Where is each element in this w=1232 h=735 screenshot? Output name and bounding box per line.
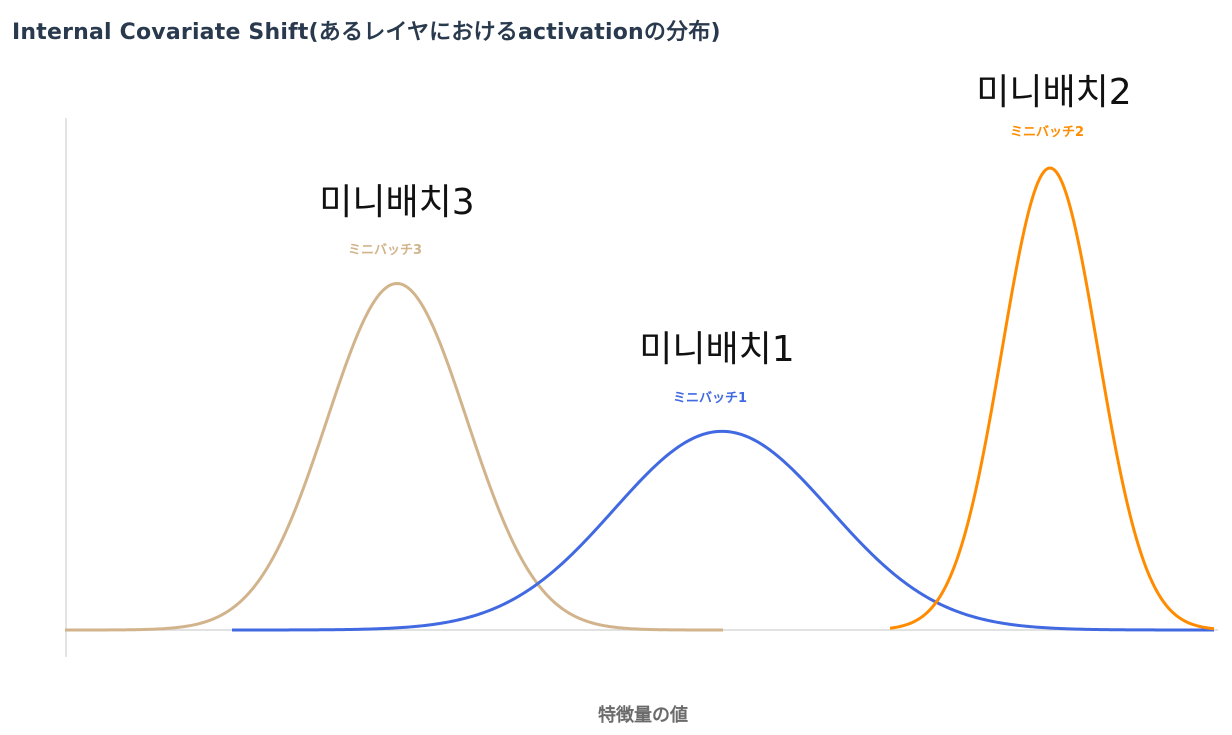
x-axis-label: 特徴量の値 (598, 704, 688, 726)
series-line-3 (889, 166, 1215, 631)
series-label-2: ミニバッチ2 (1010, 125, 1084, 140)
chart-title: Internal Covariate Shift(あるレイヤにおけるactiva… (12, 20, 721, 45)
series-label-3: ミニバッチ3 (348, 243, 422, 258)
series-label-1: ミニバッチ1 (673, 391, 747, 406)
overlay-label-2: 미니배치2 (976, 72, 1131, 113)
series-line-2 (232, 429, 1214, 632)
overlay-label-1: 미니배치1 (639, 329, 794, 370)
overlay-label-3: 미니배치3 (319, 182, 474, 223)
series-lines (64, 166, 1215, 632)
series-line-1 (64, 282, 723, 632)
